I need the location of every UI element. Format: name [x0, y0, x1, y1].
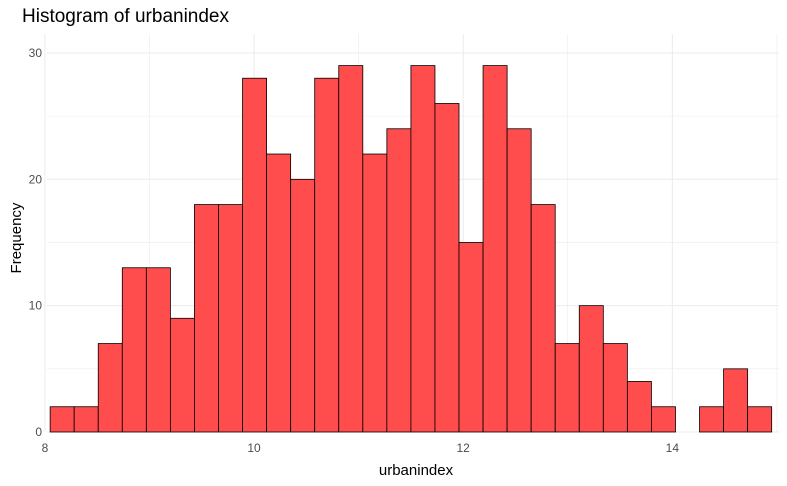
histogram-bar	[410, 65, 436, 433]
y-axis-title: Frequency	[8, 202, 25, 273]
histogram-bar	[723, 368, 749, 433]
histogram-bar	[651, 406, 676, 433]
histogram-bar	[73, 406, 99, 433]
histogram-bar	[314, 77, 340, 433]
histogram-bar	[169, 317, 195, 433]
histogram-bar	[97, 343, 123, 433]
y-tick-label: 10	[29, 299, 43, 313]
histogram-bar	[194, 204, 219, 433]
histogram-bar	[482, 65, 508, 433]
histogram-bar	[121, 267, 147, 433]
histogram-bar	[290, 178, 316, 433]
x-axis-title: urbanindex	[379, 462, 454, 479]
y-tick-label: 20	[29, 172, 43, 186]
x-tick-label: 12	[457, 441, 471, 455]
histogram-bar	[458, 242, 484, 433]
histogram-bar	[49, 406, 75, 433]
histogram-bar	[747, 406, 773, 433]
histogram-bar	[362, 153, 388, 433]
histogram-bar	[386, 128, 412, 433]
histogram-bar	[578, 305, 604, 433]
histogram-bar	[506, 128, 532, 433]
histogram-bars	[49, 65, 773, 433]
x-tick-label: 8	[42, 441, 49, 455]
histogram-bar	[218, 204, 243, 433]
histogram-bar	[338, 65, 364, 433]
x-axis-ticks: 8 10 12 14	[42, 441, 680, 455]
histogram-bar	[266, 153, 292, 433]
histogram-bar	[602, 343, 628, 433]
histogram-bar	[434, 103, 460, 433]
y-tick-label: 30	[29, 46, 43, 60]
histogram-bar	[554, 343, 580, 433]
x-tick-label: 14	[666, 441, 680, 455]
histogram-bar	[626, 381, 652, 433]
chart-title: Histogram of urbanindex	[22, 6, 229, 27]
y-tick-label: 0	[35, 425, 42, 439]
histogram-bar	[699, 406, 724, 433]
y-axis-ticks: 0 10 20 30	[29, 46, 43, 439]
x-tick-label: 10	[247, 441, 261, 455]
histogram-bar	[145, 267, 171, 433]
histogram-bar	[530, 204, 556, 433]
histogram-bar	[242, 77, 267, 433]
